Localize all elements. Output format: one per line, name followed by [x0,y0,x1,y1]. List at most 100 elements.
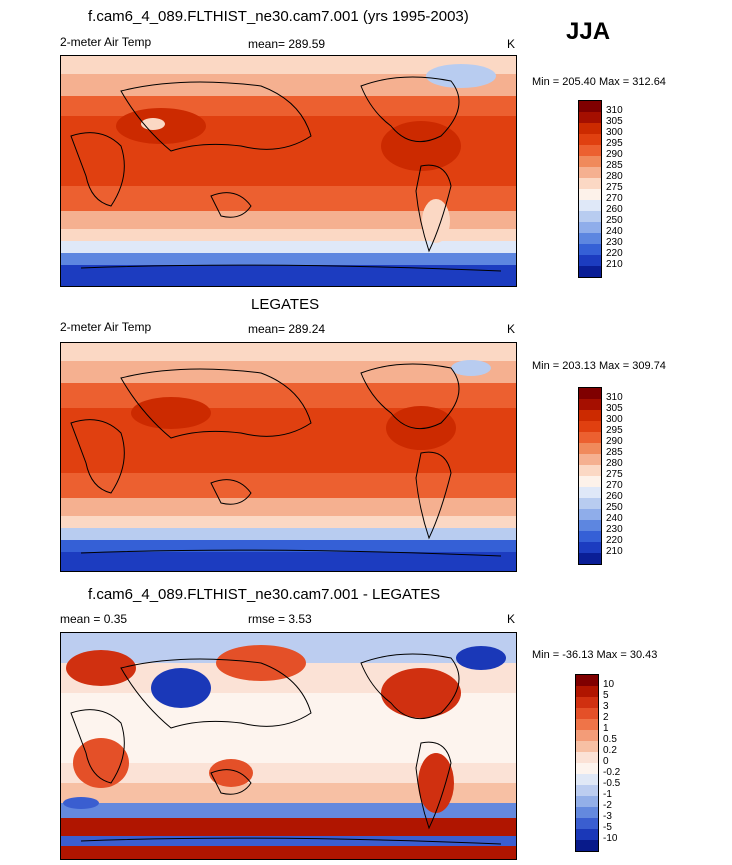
panel2-map [60,342,517,572]
colorbar-swatch [579,211,601,222]
colorbar-level-label: 300 [606,414,623,425]
colorbar-level-label: 240 [606,513,623,524]
colorbar-swatch [576,785,598,796]
colorbar-level-label: 250 [606,215,623,226]
colorbar-swatch [576,796,598,807]
colorbar-level-label: 305 [606,116,623,127]
colorbar-level-label: 305 [606,403,623,414]
colorbar-swatch [579,553,601,564]
colorbar-level-label: 290 [606,436,623,447]
colorbar-swatch [579,509,601,520]
colorbar-level-label: 10 [603,679,615,690]
colorbar-level-label: -10 [603,833,618,844]
colorbar-level-label: 250 [606,502,623,513]
colorbar-swatch [579,255,601,266]
colorbar-swatch [576,774,598,785]
colorbar-swatch [579,443,601,454]
panel3-minmax: Min = -36.13 Max = 30.43 [532,649,658,661]
panel2-units-label: K [507,322,516,336]
colorbar-level-label: 230 [606,524,623,535]
colorbar-level-label: 210 [606,546,623,557]
colorbar-swatch [579,266,601,277]
colorbar-swatch [579,421,601,432]
colorbar-level-label: 280 [606,171,623,182]
colorbar-swatch [579,222,601,233]
colorbar-swatch [576,708,598,719]
colorbar-swatch [579,487,601,498]
colorbar-level-label: 295 [606,138,623,149]
colorbar-level-label: 285 [606,160,623,171]
colorbar-level-label: 310 [606,392,623,403]
panel2-left-label: 2-meter Air Temp [60,320,152,334]
colorbar-level-label: 5 [603,690,609,701]
colorbar-swatch [576,752,598,763]
panel1-units-label: K [507,37,516,51]
colorbar-level-label: 260 [606,204,623,215]
colorbar-swatch [579,432,601,443]
colorbar-swatch [579,399,601,410]
colorbar-level-label: 240 [606,226,623,237]
colorbar-level-label: 285 [606,447,623,458]
colorbar-level-label: 3 [603,701,609,712]
panel2-colorbar [578,387,602,565]
colorbar-level-label: 270 [606,480,623,491]
colorbar-swatch [576,829,598,840]
colorbar-level-label: -3 [603,811,612,822]
colorbar-swatch [576,741,598,752]
colorbar-swatch [579,244,601,255]
colorbar-swatch [579,145,601,156]
colorbar-level-label: 220 [606,248,623,259]
colorbar-swatch [579,167,601,178]
colorbar-swatch [576,675,598,686]
colorbar-swatch [579,178,601,189]
colorbar-swatch [579,156,601,167]
season-label: JJA [566,18,611,45]
colorbar-level-label: 0.5 [603,734,617,745]
panel3-map [60,632,517,860]
panel2-title: LEGATES [251,296,320,313]
colorbar-level-label: 1 [603,723,609,734]
colorbar-swatch [579,200,601,211]
colorbar-level-label: 0 [603,756,609,767]
colorbar-swatch [576,719,598,730]
colorbar-swatch [579,520,601,531]
colorbar-swatch [579,112,601,123]
colorbar-swatch [576,686,598,697]
colorbar-level-label: 210 [606,259,623,270]
colorbar-swatch [579,542,601,553]
colorbar-level-label: 220 [606,535,623,546]
panel1-minmax: Min = 205.40 Max = 312.64 [532,76,666,88]
colorbar-level-label: 2 [603,712,609,723]
colorbar-level-label: 300 [606,127,623,138]
colorbar-level-label: 295 [606,425,623,436]
colorbar-level-label: -0.5 [603,778,621,789]
panel3-mean-label: mean = 0.35 [60,612,128,626]
colorbar-swatch [579,101,601,112]
panel1-left-label: 2-meter Air Temp [60,35,152,49]
panel2-minmax: Min = 203.13 Max = 309.74 [532,360,666,372]
colorbar-level-label: 275 [606,469,623,480]
colorbar-swatch [579,410,601,421]
panel3-units-label: K [507,612,516,626]
colorbar-level-label: 230 [606,237,623,248]
colorbar-level-label: 280 [606,458,623,469]
colorbar-swatch [579,465,601,476]
colorbar-swatch [576,730,598,741]
colorbar-level-label: 270 [606,193,623,204]
colorbar-swatch [579,233,601,244]
colorbar-level-label: 310 [606,105,623,116]
colorbar-swatch [579,388,601,399]
colorbar-swatch [579,476,601,487]
panel3-rmse-label: rmse = 3.53 [248,612,312,626]
panel1-title: f.cam6_4_089.FLTHIST_ne30.cam7.001 (yrs … [88,8,469,25]
colorbar-level-label: -5 [603,822,612,833]
panel3-title: f.cam6_4_089.FLTHIST_ne30.cam7.001 - LEG… [88,586,441,603]
colorbar-swatch [579,189,601,200]
colorbar-level-label: 260 [606,491,623,502]
colorbar-swatch [579,454,601,465]
panel1-mean-label: mean= 289.59 [248,37,326,51]
colorbar-swatch [576,807,598,818]
colorbar-level-label: -0.2 [603,767,621,778]
colorbar-swatch [576,818,598,829]
colorbar-swatch [579,531,601,542]
